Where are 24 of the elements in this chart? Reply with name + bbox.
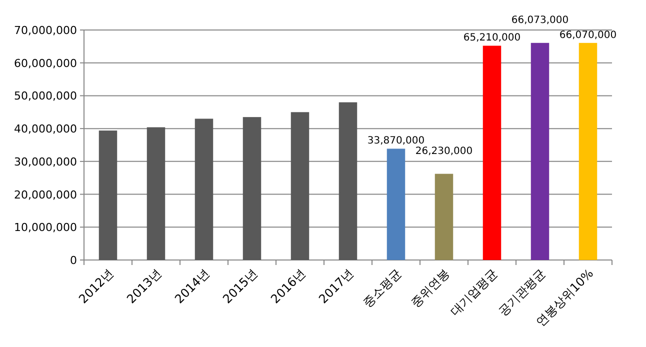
y-tick-label: 10,000,000 <box>14 221 77 234</box>
data-label: 26,230,000 <box>415 146 473 157</box>
y-tick-label: 50,000,000 <box>14 90 77 103</box>
y-tick-label: 70,000,000 <box>14 24 77 37</box>
data-label: 33,870,000 <box>367 136 425 147</box>
bar <box>98 130 118 260</box>
bar <box>386 148 406 260</box>
data-label: 65,210,000 <box>463 32 521 44</box>
y-tick-label: 60,000,000 <box>14 56 77 70</box>
bar <box>146 127 166 260</box>
y-tick-label: 40,000,000 <box>14 122 77 136</box>
bar <box>482 46 502 260</box>
y-tick-label: 20,000,000 <box>14 188 77 202</box>
bar <box>338 102 358 260</box>
bar <box>530 42 550 260</box>
bar <box>194 118 214 260</box>
bar <box>242 117 262 260</box>
y-tick-label: 30,000,000 <box>14 155 77 168</box>
y-tick-label: 0 <box>70 254 77 267</box>
data-label: 66,070,000 <box>559 30 617 41</box>
bar <box>290 112 310 260</box>
data-label: 66,073,000 <box>511 14 569 26</box>
bar <box>434 174 454 260</box>
bar <box>578 42 598 260</box>
